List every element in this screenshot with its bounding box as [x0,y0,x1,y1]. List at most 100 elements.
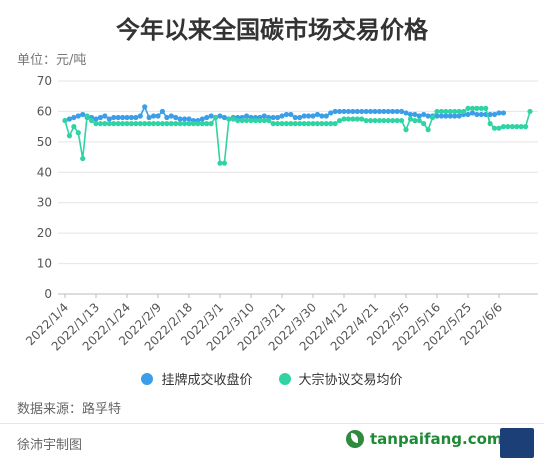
data-point[interactable] [372,108,378,115]
legend-item-block-price[interactable]: 大宗协议交易均价 [278,369,403,388]
data-point[interactable] [199,116,205,122]
data-point[interactable] [310,113,316,119]
data-point[interactable] [159,121,166,127]
data-point[interactable] [341,116,347,122]
data-point[interactable] [270,114,276,121]
data-point[interactable] [111,121,117,127]
data-point[interactable] [447,108,453,115]
data-point[interactable] [80,155,86,162]
data-point[interactable] [217,113,223,119]
data-point[interactable] [367,117,374,124]
data-point[interactable] [75,130,81,136]
data-point[interactable] [177,121,183,127]
data-point[interactable] [390,108,396,115]
data-point[interactable] [385,117,391,124]
data-point[interactable] [199,121,205,127]
data-point[interactable] [527,108,533,115]
data-point[interactable] [146,114,152,121]
data-point[interactable] [447,113,453,119]
data-point[interactable] [288,111,294,118]
data-point[interactable] [186,121,192,127]
data-point[interactable] [133,114,139,121]
data-point[interactable] [261,113,267,119]
data-point[interactable] [483,105,489,111]
data-point[interactable] [164,114,170,121]
data-point[interactable] [97,121,104,127]
data-point[interactable] [221,114,228,121]
data-point[interactable] [283,111,290,118]
data-point[interactable] [239,117,245,124]
data-point[interactable] [443,113,449,119]
data-point[interactable] [328,110,334,116]
data-point[interactable] [212,114,219,121]
data-point[interactable] [359,116,365,122]
data-point[interactable] [310,121,316,127]
data-point[interactable] [128,114,135,121]
data-point[interactable] [186,116,192,122]
data-point[interactable] [66,133,73,139]
data-point[interactable] [505,124,511,130]
data-point[interactable] [168,113,174,119]
data-point[interactable] [416,117,422,124]
data-point[interactable] [456,108,462,115]
data-point[interactable] [438,108,445,115]
data-point[interactable] [283,121,290,127]
data-point[interactable] [496,110,502,116]
data-point[interactable] [164,121,170,127]
data-point[interactable] [394,117,400,124]
data-point[interactable] [469,105,476,111]
data-point[interactable] [332,108,338,115]
data-point[interactable] [270,121,276,127]
data-point[interactable] [124,114,130,121]
data-point[interactable] [97,114,104,121]
data-point[interactable] [181,116,188,122]
data-point[interactable] [80,111,86,118]
data-point[interactable] [518,124,524,130]
data-point[interactable] [478,105,484,111]
data-point[interactable] [500,124,507,130]
data-point[interactable] [137,121,143,127]
data-point[interactable] [168,121,174,127]
data-point[interactable] [173,121,179,127]
data-point[interactable] [416,113,422,119]
data-point[interactable] [301,113,307,119]
data-point[interactable] [398,117,405,124]
data-point[interactable] [115,114,121,121]
data-point[interactable] [469,110,476,116]
data-point[interactable] [336,108,343,115]
data-point[interactable] [252,117,259,124]
data-point[interactable] [359,108,365,115]
data-point[interactable] [305,121,312,127]
data-point[interactable] [314,111,321,118]
data-point[interactable] [102,113,108,119]
data-point[interactable] [336,117,343,124]
data-point[interactable] [403,110,409,116]
data-point[interactable] [119,121,126,127]
data-point[interactable] [288,121,294,127]
data-point[interactable] [111,114,117,121]
data-point[interactable] [350,108,356,115]
data-point[interactable] [274,121,281,127]
data-point[interactable] [460,108,467,115]
data-point[interactable] [367,108,374,115]
data-point[interactable] [421,121,427,127]
data-point[interactable] [363,108,369,115]
data-point[interactable] [297,121,303,127]
data-point[interactable] [514,124,520,130]
data-point[interactable] [208,121,214,127]
data-point[interactable] [332,121,338,127]
data-point[interactable] [128,121,135,127]
data-point[interactable] [230,116,236,122]
data-point[interactable] [341,108,347,115]
data-point[interactable] [412,117,418,124]
data-point[interactable] [106,121,112,127]
data-point[interactable] [150,113,157,119]
data-point[interactable] [421,111,427,118]
data-point[interactable] [71,124,77,130]
data-point[interactable] [323,113,329,119]
data-point[interactable] [181,121,188,127]
data-point[interactable] [221,160,228,166]
data-point[interactable] [456,113,462,119]
data-point[interactable] [217,160,223,166]
data-point[interactable] [487,111,493,118]
